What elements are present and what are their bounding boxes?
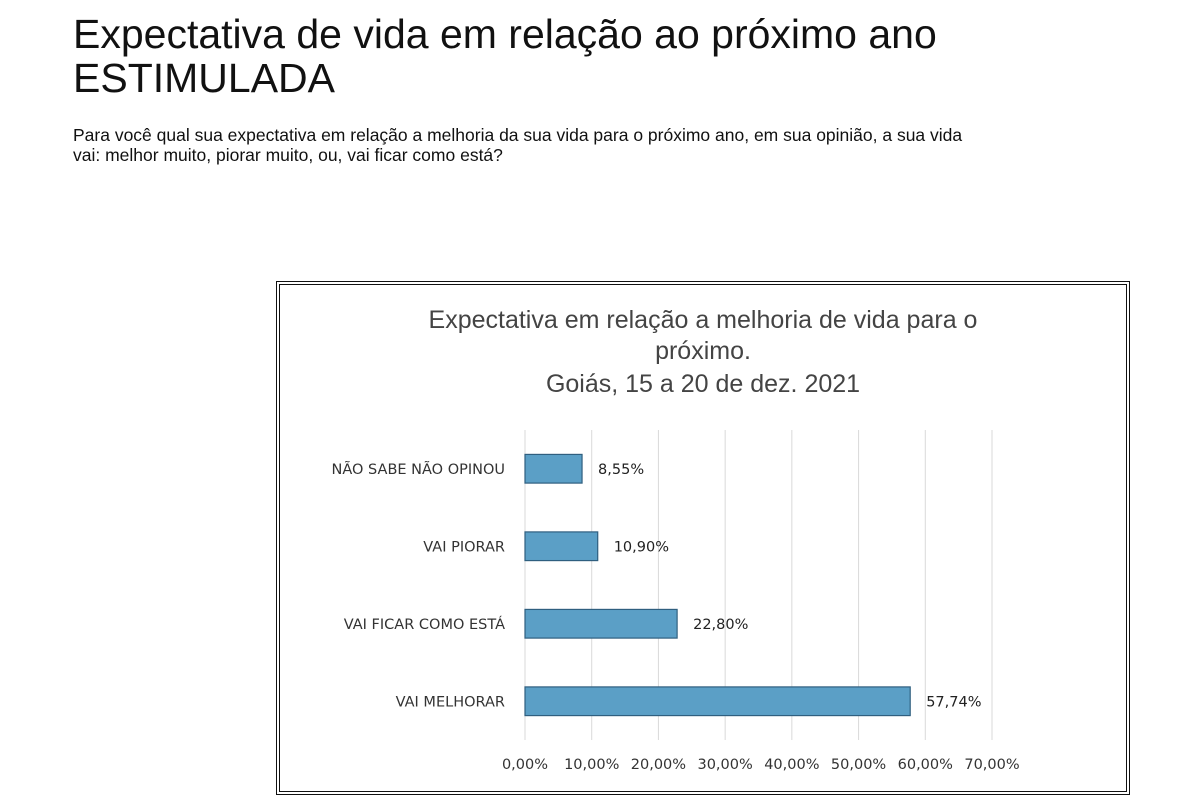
page-title-line-2: ESTIMULADA	[73, 55, 335, 101]
category-label: VAI MELHORAR	[396, 694, 505, 710]
x-axis-tick-labels: 0,00% 10,00% 20,00% 30,00% 40,00% 50,00% 60,00…	[502, 757, 1020, 773]
data-label: 8,55%	[598, 462, 644, 478]
category-label: VAI FICAR COMO ESTÁ	[344, 616, 505, 633]
page-title: Expectativa de vida em relação ao próxim…	[73, 12, 937, 100]
chart-title-line-1: Expectativa em relação a melhoria de vid…	[429, 306, 978, 334]
bar	[524, 531, 599, 562]
bar-chart: Expectativa em relação a melhoria de vid…	[332, 306, 1020, 773]
chart-frame: Expectativa em relação a melhoria de vid…	[276, 281, 1130, 795]
x-tick-label: 70,00%	[964, 757, 1019, 773]
data-labels: 8,55% 10,90% 22,80% 57,74%	[598, 462, 981, 711]
data-label: 22,80%	[693, 617, 748, 633]
bar	[524, 686, 911, 717]
x-tick-label: 20,00%	[631, 757, 686, 773]
chart-title-line-3: Goiás, 15 a 20 de dez. 2021	[546, 370, 860, 398]
category-labels: NÃO SABE NÃO OPINOU VAI PIORAR VAI FICAR C…	[332, 461, 506, 711]
bar	[524, 453, 583, 484]
data-label: 57,74%	[926, 694, 981, 710]
category-label: VAI PIORAR	[423, 539, 505, 555]
survey-question: Para você qual sua expectativa em relaçã…	[73, 125, 963, 165]
x-tick-label: 0,00%	[502, 757, 548, 773]
chart-title-line-2: próximo.	[655, 337, 751, 365]
x-tick-label: 40,00%	[764, 757, 819, 773]
page-title-line-1: Expectativa de vida em relação ao próxim…	[73, 11, 937, 57]
x-tick-label: 10,00%	[564, 757, 619, 773]
x-tick-label: 30,00%	[697, 757, 752, 773]
x-tick-label: 50,00%	[831, 757, 886, 773]
x-tick-label: 60,00%	[898, 757, 953, 773]
bar	[524, 608, 678, 639]
category-label: NÃO SABE NÃO OPINOU	[332, 461, 505, 478]
chart-gridlines	[524, 430, 993, 740]
data-label: 10,90%	[614, 539, 669, 555]
chart-title: Expectativa em relação a melhoria de vid…	[429, 306, 978, 398]
chart-bars	[524, 453, 911, 717]
